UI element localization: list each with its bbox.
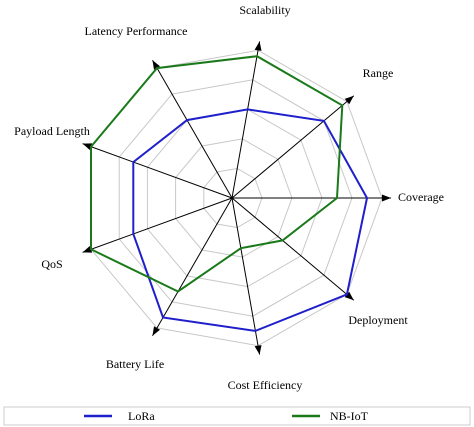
axis-label: Payload Length [14, 124, 90, 138]
series-nb-iot [90, 55, 344, 293]
axis-arrowhead [254, 345, 262, 355]
axis-line [152, 60, 233, 199]
axis-arrowhead [254, 41, 262, 51]
axis-label: Coverage [398, 190, 444, 204]
axis-label-layer: Coverage Range Scalability Latency Performa… [14, 3, 444, 392]
series-lora [132, 108, 369, 332]
axis-label: Scalability [239, 3, 290, 17]
legend-label-nb-iot: NB-IoT [330, 409, 369, 423]
axis-arrowhead [382, 194, 391, 202]
grid-ring [118, 79, 353, 317]
axis-line [82, 197, 233, 253]
axis-line [231, 95, 355, 199]
series-layer [90, 55, 369, 332]
grid-ring [203, 167, 263, 229]
grid-ring [146, 108, 323, 288]
axis-layer [82, 41, 391, 355]
axis-label: Deployment [348, 313, 408, 327]
axis-line [231, 197, 355, 301]
legend-box [3, 406, 471, 426]
axis-line [231, 197, 261, 355]
axis-line [82, 143, 233, 199]
axis-arrowhead [152, 60, 160, 70]
axis-label: QoS [41, 257, 62, 271]
axis-line [231, 41, 261, 199]
legend-label-lora: LoRa [128, 409, 155, 423]
grid-ring [175, 138, 293, 258]
axis-line [152, 197, 233, 336]
axis-label: Battery Life [106, 357, 164, 371]
axis-label: Range [363, 66, 394, 80]
axis-arrowhead [344, 95, 354, 105]
axis-arrowhead [82, 246, 93, 253]
axis-arrowhead [152, 326, 160, 336]
axis-label: Latency Performance [85, 24, 188, 38]
axis-label: Cost Efficiency [228, 378, 303, 392]
axis-arrowhead [82, 143, 93, 150]
axis-arrowhead [344, 291, 354, 301]
legend: LoRa NB-IoT [3, 406, 471, 426]
